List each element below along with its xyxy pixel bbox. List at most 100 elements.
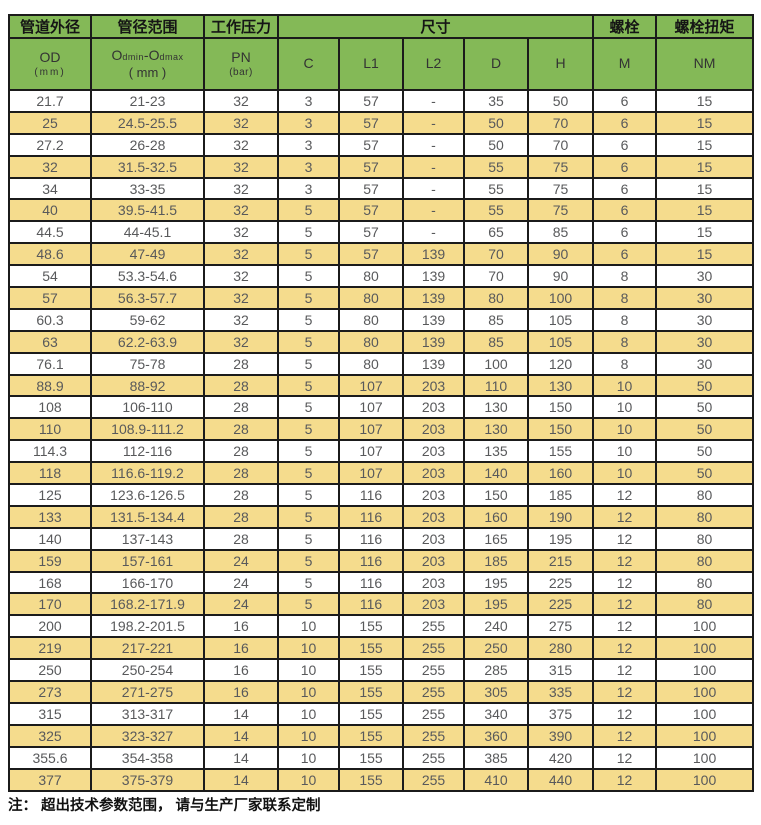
table-cell: 100 [655,614,755,639]
table-cell: 33-35 [90,176,205,201]
table-cell: 10 [277,614,340,639]
table-cell: 150 [526,417,595,442]
table-cell: 6 [592,89,658,113]
table-cell: 50 [655,395,755,420]
table-cell: 139 [402,286,465,310]
table-cell: 3 [277,176,340,201]
pipe-spec-table: 管道外径 管径范围 工作压力 尺寸 螺栓 螺栓扭矩 OD (mm) Odmin-… [8,14,755,792]
table-cell: 139 [402,242,465,267]
table-cell: 53.3-54.6 [90,264,205,289]
table-cell: 305 [463,680,529,704]
table-cell: 10 [592,461,658,486]
table-cell: 3 [277,132,340,157]
table-cell: 6 [592,198,658,223]
table-cell: 47-49 [90,242,205,267]
table-cell: 112-116 [90,439,205,464]
table-cell: 34 [8,176,92,201]
table-cell: 32 [203,220,279,245]
table-cell: 12 [592,636,658,661]
table-cell: 440 [526,767,595,792]
table-cell: 5 [277,570,340,595]
table-cell: 28 [203,526,279,551]
table-cell: 5 [277,329,340,354]
table-row: 63 62.2-63.9 32 5 80 139 85 105 8 30 [8,329,755,354]
table-cell: 12 [592,570,658,595]
table-cell: 28 [203,351,279,376]
table-row: 54 53.3-54.6 32 5 80 139 70 90 8 30 [8,264,755,289]
table-cell: 255 [402,745,465,770]
table-cell: 5 [277,439,340,464]
table-row: 159 157-161 24 5 116 203 185 215 12 80 [8,548,755,573]
table-cell: 16 [203,636,279,661]
table-cell: 100 [526,286,595,310]
col-header-l1: L1 [338,37,404,91]
table-cell: 10 [277,636,340,661]
table-cell: 39.5-41.5 [90,198,205,223]
table-cell: 80 [463,286,529,310]
table-cell: 15 [655,89,755,113]
table-cell: 203 [402,373,465,398]
table-cell: 57 [338,110,404,135]
table-cell: 355.6 [8,745,92,770]
table-cell: 8 [592,307,658,332]
table-cell: 5 [277,286,340,310]
table-cell: 123.6-126.5 [90,483,205,507]
col-header-nm: NM [655,37,755,91]
table-cell: 14 [203,745,279,770]
table-cell: 80 [655,548,755,573]
table-cell: 325 [8,723,92,748]
table-cell: 354-358 [90,745,205,770]
table-cell: 155 [338,723,404,748]
table-cell: 217-221 [90,636,205,661]
table-row: 377 375-379 14 10 155 255 410 440 12 100 [8,767,755,792]
table-cell: 12 [592,745,658,770]
table-cell: 219 [8,636,92,661]
table-cell: 85 [463,307,529,332]
table-row: 32 31.5-32.5 32 3 57-55 75 6 15 [8,154,755,179]
table-cell: 32 [203,264,279,289]
table-cell: 255 [402,723,465,748]
table-cell: 360 [463,723,529,748]
table-cell: 198.2-201.5 [90,614,205,639]
table-row: 355.6 354-358 14 10 155 255 385 420 12 100 [8,745,755,770]
col-header-l2: L2 [402,37,465,91]
table-cell: 57 [338,89,404,113]
table-cell: 12 [592,723,658,748]
table-row: 44.5 44-45.1 32 5 57-65 85 6 15 [8,220,755,245]
table-cell: 410 [463,767,529,792]
table-cell: 30 [655,286,755,310]
table-cell: 225 [526,592,595,617]
table-cell: 107 [338,373,404,398]
table-cell: 76.1 [8,351,92,376]
table-cell: 250-254 [90,658,205,683]
table-cell: 323-327 [90,723,205,748]
table-cell: 168.2-171.9 [90,592,205,617]
table-cell: 30 [655,307,755,332]
table-cell: 125 [8,483,92,507]
table-cell: 8 [592,286,658,310]
table-cell: 375-379 [90,767,205,792]
table-cell: 100 [463,351,529,376]
table-cell: 200 [8,614,92,639]
table-cell: 10 [277,745,340,770]
table-cell: 100 [655,723,755,748]
table-cell: 285 [463,658,529,683]
table-cell: 255 [402,767,465,792]
table-cell: 28 [203,417,279,442]
col-header-od: OD (mm) [8,37,92,91]
table-cell: 155 [338,680,404,704]
group-header-row: 管道外径 管径范围 工作压力 尺寸 螺栓 螺栓扭矩 [8,14,755,39]
table-row: 21.7 21-23 32 3 57-35 50 6 15 [8,89,755,113]
table-cell: 50 [655,417,755,442]
table-cell: 5 [277,526,340,551]
table-cell: 57 [338,242,404,267]
table-cell: 155 [338,701,404,726]
col-header-h: H [526,37,595,91]
table-cell: 59-62 [90,307,205,332]
table-cell: 107 [338,417,404,442]
table-cell: 250 [8,658,92,683]
table-cell: 12 [592,526,658,551]
table-cell: 160 [526,461,595,486]
table-cell: - [402,154,465,179]
table-row: 170 168.2-171.9 24 5 116 203 195 225 12 80 [8,592,755,617]
